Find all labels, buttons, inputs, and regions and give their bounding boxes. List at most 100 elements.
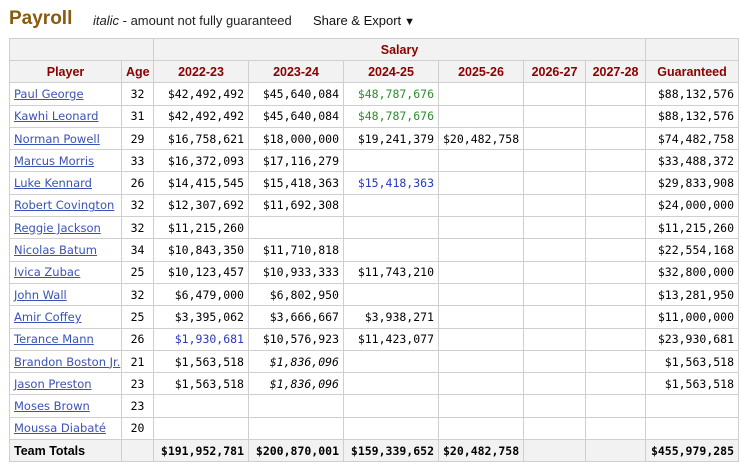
salary-cell-2024-25: $15,418,363 <box>343 171 439 195</box>
guaranteed-cell <box>645 394 740 418</box>
age-cell: 21 <box>121 349 154 374</box>
salary-cell-2024-25 <box>343 282 439 307</box>
salary-cell-2022-23: $1,930,681 <box>153 327 249 351</box>
player-link[interactable]: Norman Powell <box>14 131 100 146</box>
table-row: Kawhi Leonard 31 $42,492,492 $45,640,084 $48… <box>9 104 740 128</box>
guaranteed-cell: $22,554,168 <box>645 238 740 262</box>
player-link[interactable]: Ivica Zubac <box>14 265 81 280</box>
totals-guaranteed: $455,979,285 <box>645 439 740 463</box>
group-header-spacer-right <box>645 38 740 61</box>
player-link[interactable]: Luke Kennard <box>14 176 92 191</box>
salary-cell-2027-28 <box>584 238 647 262</box>
salary-cell-2025-26 <box>438 149 524 173</box>
table-row: Ivica Zubac 25 $10,123,457 $10,933,333 $11,7… <box>9 260 740 284</box>
guaranteed-cell: $1,563,518 <box>645 349 740 374</box>
salary-cell-2025-26 <box>438 327 524 351</box>
player-link[interactable]: Marcus Morris <box>14 153 95 168</box>
player-cell: Kawhi Leonard <box>9 104 122 128</box>
salary-cell-2024-25: $11,423,077 <box>343 327 439 351</box>
salary-cell-2024-25: $19,241,379 <box>343 126 439 151</box>
salary-cell-2023-24: $11,692,308 <box>248 193 344 218</box>
salary-cell-2022-23: $14,415,545 <box>153 171 249 195</box>
player-link[interactable]: Moses Brown <box>14 399 90 414</box>
salary-cell-2027-28 <box>584 193 647 218</box>
salary-cell-2027-28 <box>584 149 647 173</box>
player-link[interactable]: Paul George <box>14 86 84 101</box>
salary-cell-2026-27 <box>523 327 586 351</box>
share-export-label: Share & Export <box>313 13 402 28</box>
guaranteed-cell: $32,800,000 <box>645 260 740 284</box>
salary-cell-2024-25: $48,787,676 <box>343 104 439 128</box>
table-row: Brandon Boston Jr. 21 $1,563,518 $1,836,096… <box>9 349 740 374</box>
player-link[interactable]: Robert Covington <box>14 198 115 213</box>
salary-cell-2022-23: $3,395,062 <box>153 305 249 329</box>
player-cell: Brandon Boston Jr. <box>9 349 122 374</box>
salary-cell-2027-28 <box>584 82 647 106</box>
salary-group-header: Salary <box>152 38 647 61</box>
salary-cell-2025-26 <box>438 82 524 106</box>
col-header-2027-28[interactable]: 2027-28 <box>584 59 647 84</box>
salary-cell-2027-28 <box>584 216 647 240</box>
salary-cell-2026-27 <box>523 416 586 441</box>
salary-cell-2023-24 <box>248 394 344 418</box>
player-link[interactable]: Kawhi Leonard <box>14 109 99 124</box>
player-link[interactable]: Nicolas Batum <box>14 243 97 258</box>
legend-italic-sample: italic <box>93 13 120 28</box>
salary-cell-2022-23: $42,492,492 <box>153 82 249 106</box>
guaranteed-cell: $33,488,372 <box>645 149 740 173</box>
player-link[interactable]: Moussa Diabaté <box>14 421 106 436</box>
table-row: Paul George 32 $42,492,492 $45,640,084 $48,7… <box>9 82 740 106</box>
col-header-guaranteed[interactable]: Guaranteed <box>645 59 740 84</box>
salary-cell-2024-25 <box>343 349 439 374</box>
guaranteed-cell: $88,132,576 <box>645 104 740 128</box>
col-header-2023-24[interactable]: 2023-24 <box>248 59 344 84</box>
player-link[interactable]: Brandon Boston Jr. <box>14 354 121 369</box>
table-row: Moses Brown 23 <box>9 394 740 418</box>
salary-cell-2023-24 <box>248 216 344 240</box>
salary-cell-2023-24: $45,640,084 <box>248 82 344 106</box>
salary-cell-2025-26 <box>438 216 524 240</box>
salary-cell-2025-26 <box>438 238 524 262</box>
age-cell: 26 <box>121 327 154 351</box>
guaranteed-cell: $29,833,908 <box>645 171 740 195</box>
table-row: Robert Covington 32 $12,307,692 $11,692,308… <box>9 193 740 218</box>
legend-note: italic - amount not fully guaranteed <box>93 13 292 28</box>
salary-cell-2026-27 <box>523 349 586 374</box>
player-link[interactable]: Reggie Jackson <box>14 220 101 235</box>
table-row: Moussa Diabaté 20 <box>9 416 740 441</box>
payroll-table: Salary Player Age 2022-23 2023-24 2024-2… <box>9 38 740 463</box>
player-link[interactable]: Amir Coffey <box>14 309 82 324</box>
age-cell: 32 <box>121 216 154 240</box>
share-export-menu[interactable]: Share & Export ▼ <box>313 13 415 28</box>
group-header-row: Salary <box>9 38 740 61</box>
salary-cell-2023-24: $11,710,818 <box>248 238 344 262</box>
guaranteed-cell: $13,281,950 <box>645 282 740 307</box>
player-link[interactable]: John Wall <box>14 287 67 302</box>
col-header-2026-27[interactable]: 2026-27 <box>523 59 586 84</box>
col-header-age[interactable]: Age <box>121 59 154 84</box>
age-cell: 20 <box>121 416 154 441</box>
salary-cell-2026-27 <box>523 238 586 262</box>
salary-cell-2022-23: $1,563,518 <box>153 349 249 374</box>
legend-text: - amount not fully guaranteed <box>119 13 292 28</box>
player-link[interactable]: Terance Mann <box>14 332 94 347</box>
salary-cell-2024-25: $48,787,676 <box>343 82 439 106</box>
salary-cell-2023-24 <box>248 416 344 441</box>
salary-cell-2024-25 <box>343 216 439 240</box>
player-cell: Jason Preston <box>9 372 122 396</box>
player-cell: Amir Coffey <box>9 305 122 329</box>
totals-2022-23: $191,952,781 <box>153 439 249 463</box>
guaranteed-cell <box>645 416 740 441</box>
col-header-player[interactable]: Player <box>9 59 122 84</box>
col-header-2025-26[interactable]: 2025-26 <box>438 59 524 84</box>
player-cell: Paul George <box>9 82 122 106</box>
salary-cell-2025-26: $20,482,758 <box>438 126 524 151</box>
col-header-2022-23[interactable]: 2022-23 <box>153 59 249 84</box>
col-header-2024-25[interactable]: 2024-25 <box>343 59 439 84</box>
player-link[interactable]: Jason Preston <box>14 376 92 391</box>
salary-cell-2022-23: $10,843,350 <box>153 238 249 262</box>
table-row: Nicolas Batum 34 $10,843,350 $11,710,818 $22… <box>9 238 740 262</box>
table-row: Amir Coffey 25 $3,395,062 $3,666,667 $3,938,… <box>9 305 740 329</box>
salary-cell-2025-26 <box>438 416 524 441</box>
salary-cell-2022-23 <box>153 416 249 441</box>
